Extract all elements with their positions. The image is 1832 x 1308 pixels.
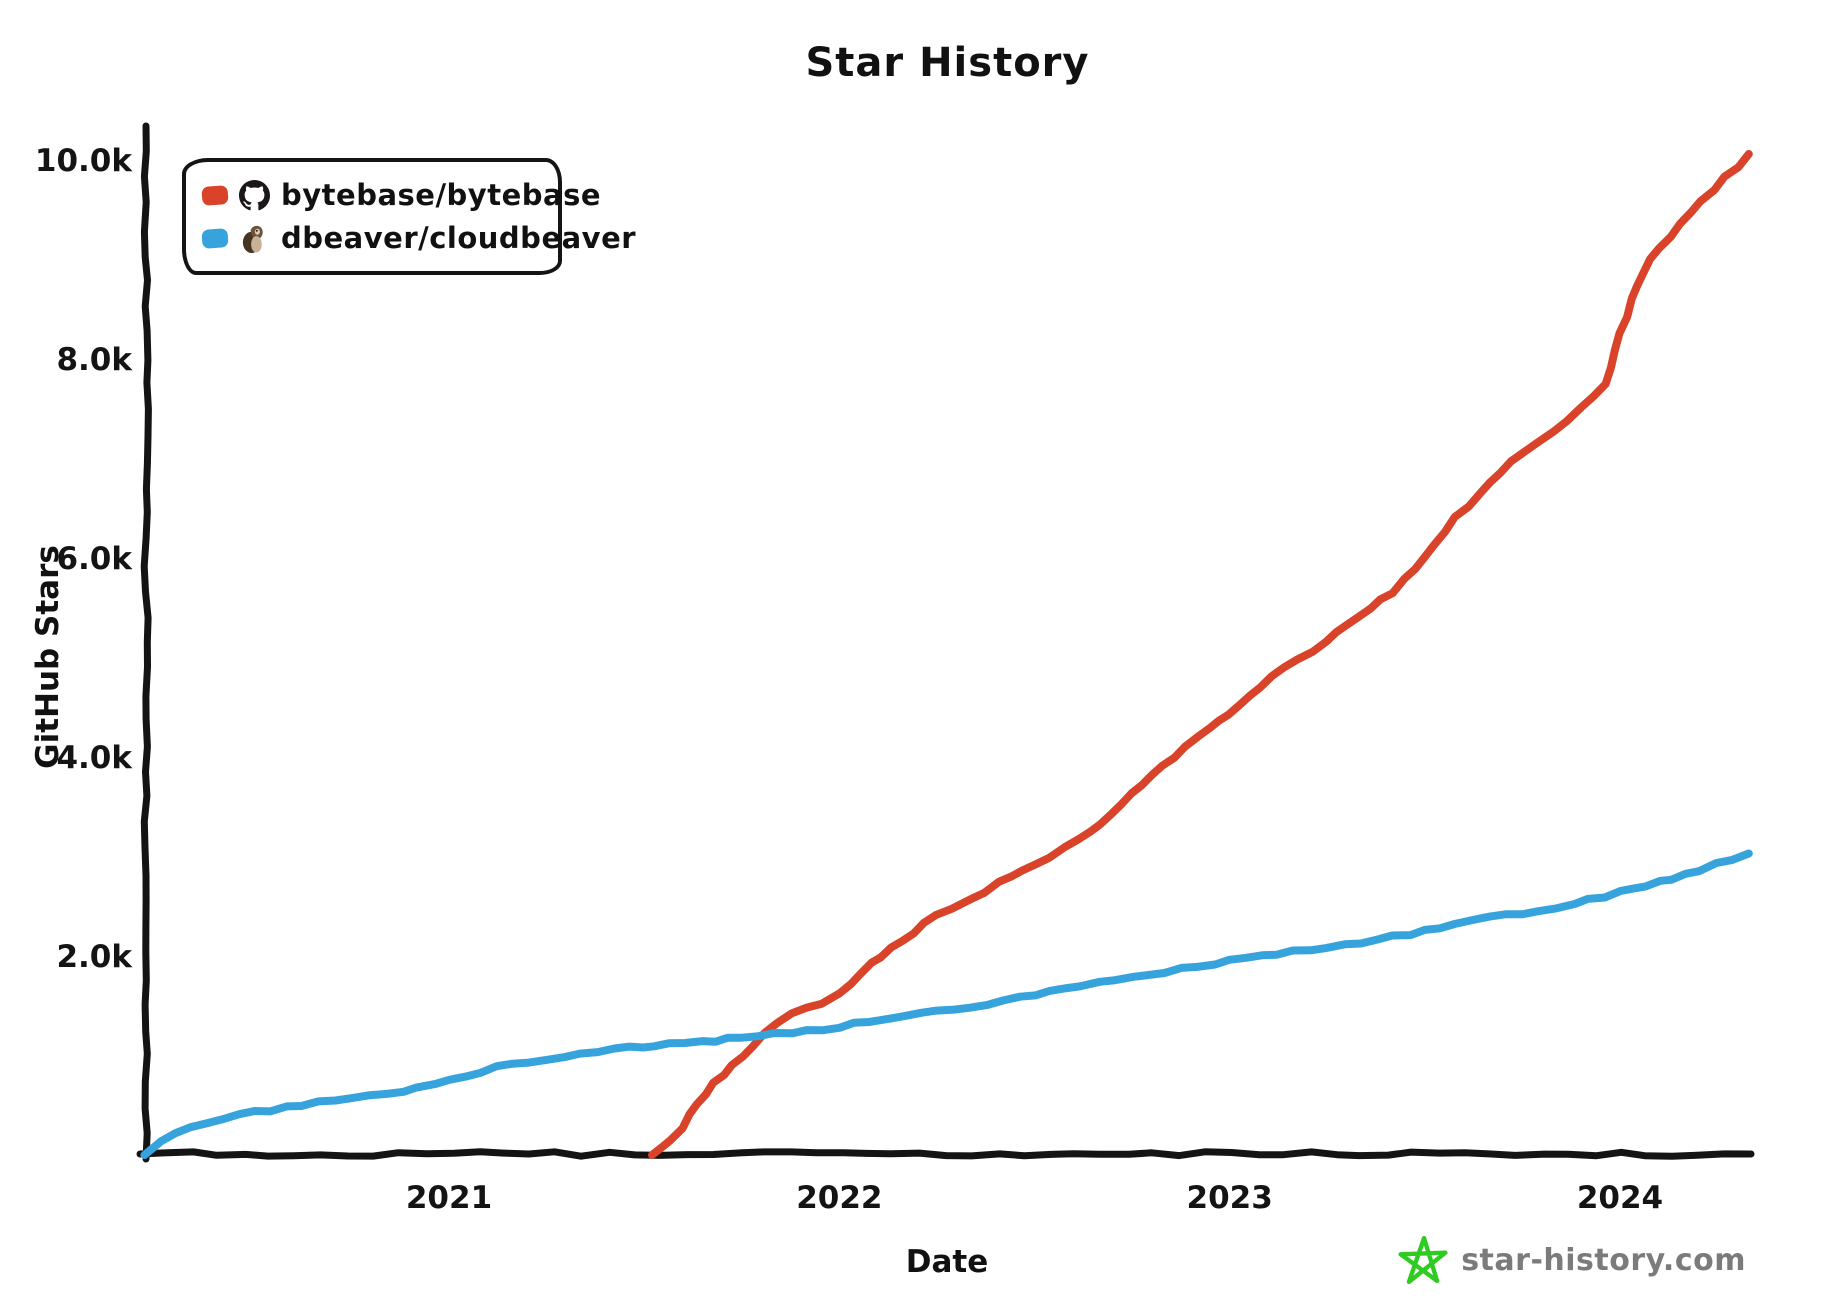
series-line-1 — [140, 849, 1753, 1159]
y-axis-title: GitHub Stars — [30, 545, 66, 769]
x-axis-title: Date — [905, 1244, 989, 1280]
y-tick-label: 2.0k — [56, 939, 133, 975]
x-tick-label: 2023 — [1187, 1180, 1273, 1216]
x-tick-label: 2022 — [796, 1180, 882, 1216]
beaver-icon — [239, 223, 270, 254]
legend: bytebase/bytebase dbeaver/cloudbeaver — [182, 158, 636, 275]
legend-swatch — [201, 227, 229, 249]
x-tick-label: 2021 — [406, 1180, 492, 1216]
watermark-text: star-history.com — [1461, 1242, 1746, 1278]
star-icon — [1398, 1235, 1448, 1285]
watermark: star-history.com — [1398, 1234, 1746, 1286]
github-octocat-icon — [239, 179, 270, 211]
y-axis-line — [140, 122, 152, 1163]
y-tick-label: 10.0k — [35, 143, 133, 179]
x-axis-line — [136, 1148, 1755, 1160]
chart-title: Star History — [805, 40, 1090, 86]
y-tick-label: 6.0k — [56, 541, 133, 577]
legend-item-bytebase: bytebase/bytebase — [201, 178, 601, 212]
series-line-0 — [648, 150, 1753, 1159]
legend-swatch — [201, 184, 229, 206]
legend-item-cloudbeaver: dbeaver/cloudbeaver — [201, 221, 636, 255]
x-tick-label: 2024 — [1577, 1180, 1663, 1216]
y-tick-label: 4.0k — [56, 740, 133, 776]
legend-label: dbeaver/cloudbeaver — [281, 221, 637, 255]
legend-label: bytebase/bytebase — [281, 178, 601, 212]
y-tick-label: 8.0k — [56, 342, 133, 378]
